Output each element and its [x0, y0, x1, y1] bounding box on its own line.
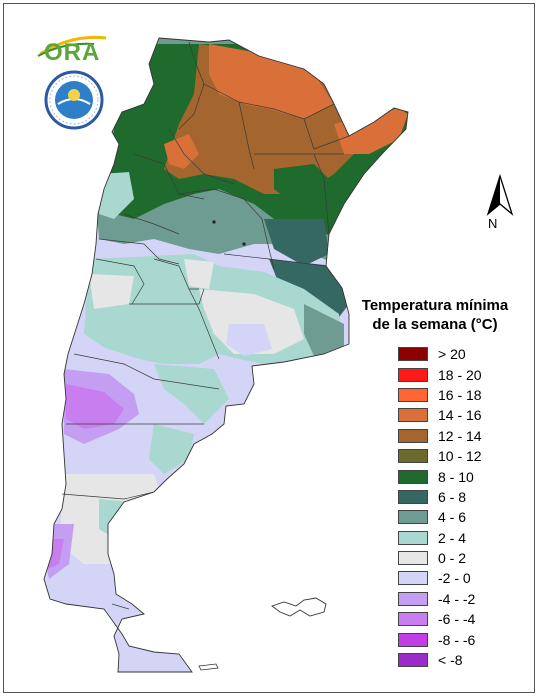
legend-item: 8 - 10 [398, 466, 482, 486]
legend-label: -4 - -2 [438, 590, 476, 607]
legend-swatch [398, 653, 428, 668]
legend-label: > 20 [438, 346, 466, 363]
legend-item: 10 - 12 [398, 446, 482, 466]
legend-label: 0 - 2 [438, 550, 467, 567]
legend-item: 14 - 16 [398, 405, 482, 425]
legend-swatch [398, 612, 428, 627]
legend-swatch [398, 387, 428, 402]
legend-label: -6 - -4 [438, 611, 476, 628]
legend-swatch [398, 469, 428, 484]
legend-label: 10 - 12 [438, 448, 482, 465]
legend-title-line1: Temperatura mínima [361, 297, 509, 314]
legend-item: -2 - 0 [398, 568, 482, 588]
legend-item: 0 - 2 [398, 548, 482, 568]
legend-item: > 20 [398, 344, 482, 364]
legend-label: < -8 [438, 652, 463, 669]
legend-label: 16 - 18 [438, 386, 482, 403]
legend-item: 16 - 18 [398, 385, 482, 405]
legend-swatch [398, 591, 428, 606]
legend-item: 12 - 14 [398, 426, 482, 446]
legend-swatch [398, 551, 428, 566]
legend-swatch [398, 449, 428, 464]
legend-item: < -8 [398, 650, 482, 670]
country-outline [43, 37, 409, 673]
smn-seal-icon [44, 70, 104, 130]
legend-swatch [398, 510, 428, 525]
legend: > 20 18 - 20 16 - 18 14 - 16 12 - 14 10 … [398, 344, 482, 670]
staten-island [198, 663, 219, 671]
city-marker [242, 242, 246, 246]
map-frame: ORA N Temperatura mínima de la semana (°… [3, 3, 535, 693]
legend-swatch [398, 530, 428, 545]
legend-label: 8 - 10 [438, 468, 474, 485]
legend-label: 4 - 6 [438, 509, 467, 526]
city-marker [212, 220, 216, 224]
malvinas-islands [271, 597, 327, 617]
legend-swatch [398, 428, 428, 443]
legend-swatch [398, 367, 428, 382]
legend-item: -6 - -4 [398, 609, 482, 629]
legend-label: 18 - 20 [438, 366, 482, 383]
legend-item: 6 - 8 [398, 487, 482, 507]
legend-swatch [398, 408, 428, 423]
legend-item: -4 - -2 [398, 589, 482, 609]
legend-item: 4 - 6 [398, 507, 482, 527]
ora-logo-text: ORA [44, 39, 100, 64]
argentina-temperature-map [43, 37, 409, 673]
legend-title-line2: de la semana (°C) [372, 316, 498, 333]
legend-label: -2 - 0 [438, 570, 471, 587]
legend-item: -8 - -6 [398, 629, 482, 649]
north-arrow-label: N [488, 216, 498, 231]
legend-label: 6 - 8 [438, 488, 467, 505]
legend-label: 2 - 4 [438, 529, 467, 546]
legend-item: 18 - 20 [398, 364, 482, 384]
legend-swatch [398, 571, 428, 586]
legend-label: 12 - 14 [438, 427, 482, 444]
legend-label: -8 - -6 [438, 631, 476, 648]
legend-swatch [398, 347, 428, 362]
ora-logo: ORA [34, 30, 114, 66]
legend-swatch [398, 489, 428, 504]
legend-swatch [398, 632, 428, 647]
legend-label: 14 - 16 [438, 407, 482, 424]
legend-item: 2 - 4 [398, 528, 482, 548]
north-arrow-icon [482, 173, 518, 234]
legend-title: Temperatura mínima de la semana (°C) [340, 296, 530, 334]
province-boundaries [61, 41, 350, 610]
